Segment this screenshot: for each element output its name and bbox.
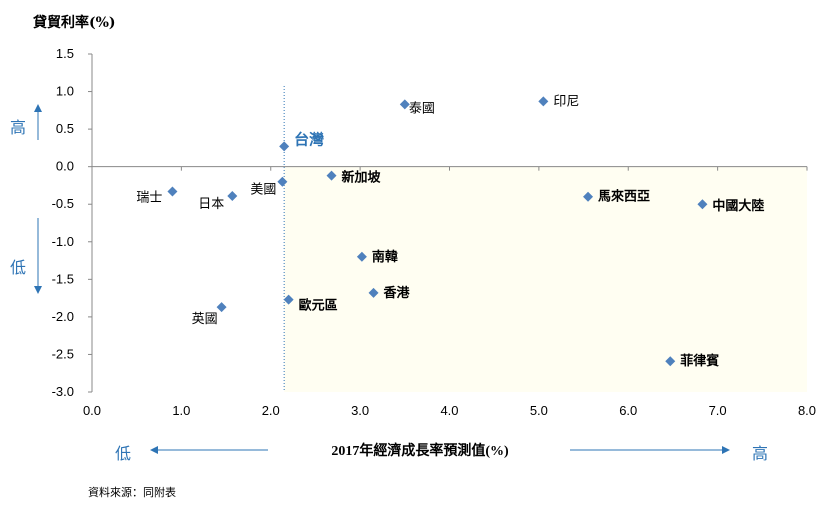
y-up-arrowhead: [34, 104, 42, 112]
data-point-marker: [399, 99, 410, 110]
data-point-label: 馬來西亞: [598, 189, 650, 205]
data-point-label: 印尼: [553, 94, 579, 109]
data-point-label: 泰國: [409, 101, 435, 116]
data-point-label: 美國: [250, 183, 276, 198]
y-low-indicator: 低: [10, 258, 26, 277]
y-tick-label: 0.0: [56, 159, 74, 174]
x-tick-label: 4.0: [440, 403, 458, 418]
y-down-arrowhead: [34, 286, 42, 294]
y-tick-label: -2.0: [52, 309, 74, 324]
y-tick-label: -2.5: [52, 346, 74, 361]
x-tick-label: 5.0: [530, 403, 548, 418]
y-tick-label: 0.5: [56, 121, 74, 136]
y-tick-label: -1.0: [52, 234, 74, 249]
y-tick-label: 1.0: [56, 84, 74, 99]
data-point-marker: [356, 251, 367, 262]
x-tick-label: 1.0: [172, 403, 190, 418]
data-point-label: 中國大陸: [712, 198, 764, 214]
x-tick-label: 3.0: [351, 403, 369, 418]
x-tick-label: 6.0: [619, 403, 637, 418]
data-point-marker: [167, 186, 178, 197]
x-axis-title: 2017年經濟成長率預測值(%): [331, 442, 509, 459]
data-point-label: 南韓: [372, 249, 398, 265]
x-low-indicator: 低: [115, 444, 131, 463]
y-tick-label: -1.5: [52, 271, 74, 286]
x-right-arrowhead: [722, 446, 730, 454]
data-point-marker: [326, 170, 337, 181]
x-high-indicator: 高: [752, 444, 768, 463]
data-point-label: 台灣: [294, 130, 324, 148]
x-left-arrowhead: [150, 446, 158, 454]
data-point-marker: [227, 190, 238, 201]
data-point-marker: [697, 199, 708, 210]
data-point-marker: [583, 191, 594, 202]
data-point-marker: [279, 141, 290, 152]
x-tick-label: 0.0: [83, 403, 101, 418]
y-tick-label: -3.0: [52, 384, 74, 399]
data-point-marker: [538, 96, 549, 107]
x-tick-label: 8.0: [798, 403, 816, 418]
y-high-indicator: 高: [10, 118, 26, 137]
data-point-marker: [368, 287, 379, 298]
data-point-label: 新加坡: [342, 170, 382, 186]
x-tick-label: 2.0: [262, 403, 280, 418]
data-point-label: 菲律賓: [680, 353, 719, 369]
data-point-marker: [277, 176, 288, 187]
data-point-label: 歐元區: [299, 298, 338, 314]
source-note: 資料來源：同附表: [88, 485, 176, 499]
data-point-marker: [283, 294, 294, 305]
data-point-label: 香港: [383, 285, 411, 301]
y-tick-label: -0.5: [52, 196, 74, 211]
data-point-marker: [665, 356, 676, 367]
x-tick-label: 7.0: [709, 403, 727, 418]
data-point-label: 瑞士: [136, 190, 162, 205]
y-axis-title: 貸貿利率(%): [32, 14, 116, 31]
data-point-label: 日本: [198, 197, 224, 212]
highlight-region: [284, 166, 807, 392]
data-point-label: 英國: [192, 312, 218, 327]
y-tick-label: 1.5: [56, 46, 74, 61]
data-point-marker: [216, 302, 227, 313]
